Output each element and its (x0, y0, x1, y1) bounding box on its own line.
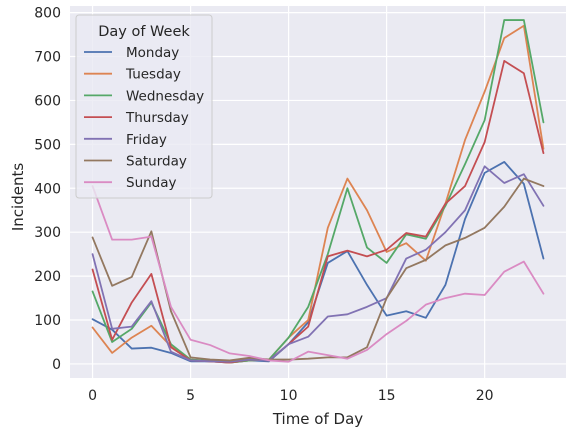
legend-label-friday: Friday (126, 132, 167, 148)
x-tick-label: 0 (88, 388, 97, 404)
series-line-sunday (91, 185, 545, 363)
x-tick-label: 15 (378, 388, 396, 404)
legend-label-saturday: Saturday (126, 154, 187, 170)
legend: Day of Week Monday Tuesday Wednesday Thursd… (75, 14, 213, 199)
series-line-friday (91, 165, 545, 363)
y-tick-label: 200 (34, 269, 61, 285)
y-tick-label: 600 (34, 93, 61, 109)
legend-label-wednesday: Wednesday (126, 88, 204, 104)
legend-frame (75, 14, 213, 199)
legend-title: Day of Week (98, 24, 190, 40)
x-tick-label: 10 (280, 388, 298, 404)
x-tick-label: 5 (186, 388, 195, 404)
series-line-thursday (91, 60, 545, 364)
x-axis-label: Time of Day (272, 410, 363, 428)
legend-label-sunday: Sunday (126, 175, 177, 191)
legend-label-thursday: Thursday (125, 110, 189, 126)
x-axis-ticks: 0 5 10 15 20 (88, 388, 493, 404)
legend-items: Monday Tuesday Wednesday Thursday Friday Satu… (84, 45, 204, 191)
y-tick-label: 800 (34, 6, 61, 22)
y-tick-label: 300 (34, 225, 61, 241)
y-tick-label: 700 (34, 50, 61, 66)
y-tick-label: 0 (52, 357, 61, 373)
y-axis-label: Incidents (9, 163, 27, 231)
y-tick-label: 400 (34, 181, 61, 197)
y-tick-label: 100 (34, 313, 61, 329)
legend-label-monday: Monday (126, 45, 179, 61)
legend-label-tuesday: Tuesday (125, 67, 181, 83)
x-tick-label: 20 (476, 388, 494, 404)
y-axis-ticks: 0 100 200 300 400 500 600 700 800 (34, 6, 61, 373)
series-lines (91, 19, 545, 364)
y-tick-label: 500 (34, 137, 61, 153)
